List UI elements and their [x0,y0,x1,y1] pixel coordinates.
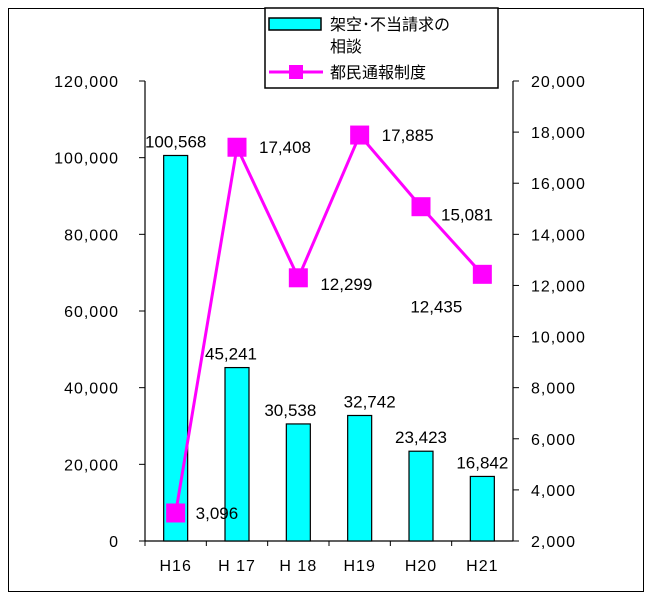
bar-data-label: 16,842 [456,453,508,472]
line-marker [411,197,431,217]
right-axis-tick-label: 2,000 [531,534,576,551]
line-data-label: 3,096 [196,504,239,523]
x-axis-category-label: H 17 [218,558,256,575]
legend-label-bar: 相談 [330,37,362,56]
bar [408,450,434,542]
right-axis-tick-label: 16,000 [531,176,586,193]
x-axis-category-label: H20 [405,558,437,575]
right-axis-tick-label: 8,000 [531,381,576,398]
line-marker [227,137,247,157]
legend-label-bar: 架空･不当請求の [330,15,450,34]
bar [224,366,250,542]
right-axis-tick-label: 14,000 [531,227,586,244]
line-marker [350,125,370,145]
line-marker [472,264,492,284]
left-axis-tick-label: 80,000 [64,227,119,244]
x-axis-category-label: H 18 [279,558,317,575]
bar-data-label: 100,568 [145,132,206,151]
bar [163,154,189,542]
right-axis-tick-label: 18,000 [531,125,586,142]
x-axis-category-label: H21 [466,558,498,575]
bar-data-label: 23,423 [395,428,447,447]
line-data-label: 12,299 [320,275,372,294]
line-data-label: 17,885 [382,126,434,145]
right-axis-tick-label: 6,000 [531,432,576,449]
line-series-path [174,132,484,514]
bar-data-label: 45,241 [205,345,257,364]
chart-frame [8,8,644,592]
line-marker [288,268,308,288]
x-axis-category-label: H19 [343,558,375,575]
right-axis-tick-label: 10,000 [531,330,586,347]
bar [469,475,495,542]
legend-line-marker [289,65,303,79]
bar-data-label: 30,538 [264,401,316,420]
right-axis-tick-label: 12,000 [531,278,586,295]
line-marker [166,503,186,523]
left-axis-tick-label: 20,000 [64,457,119,474]
right-axis-tick-label: 4,000 [531,483,576,500]
legend-label-line: 都民通報制度 [330,63,426,82]
bar-data-label: 32,742 [344,392,396,411]
left-axis-tick-label: 120,000 [54,74,119,91]
bar [347,414,373,542]
left-axis-tick-label: 60,000 [64,304,119,321]
right-axis-tick-label: 20,000 [531,74,586,91]
line-data-label: 15,081 [441,206,493,225]
bar [285,423,311,542]
left-axis-tick-label: 40,000 [64,381,119,398]
left-axis-tick-label: 100,000 [54,151,119,168]
left-axis-tick-label: 0 [109,534,119,551]
line-data-label: 12,435 [410,297,462,316]
line-data-label: 17,408 [259,138,311,157]
legend-bar-swatch [268,17,322,31]
x-axis-category-label: H16 [159,558,191,575]
